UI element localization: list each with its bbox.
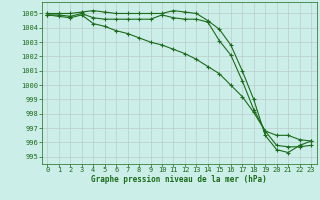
X-axis label: Graphe pression niveau de la mer (hPa): Graphe pression niveau de la mer (hPa) — [91, 175, 267, 184]
